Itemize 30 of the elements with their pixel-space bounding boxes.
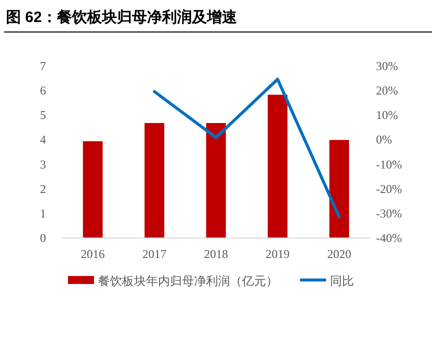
y2-tick-label: 20% <box>376 84 398 98</box>
legend-label: 餐饮板块年内归母净利润（亿元） <box>98 274 278 288</box>
y2-tick-label: -10% <box>376 157 402 172</box>
bar <box>82 141 103 238</box>
chart-title: 图 62：餐饮板块归母净利润及增速 <box>6 8 238 26</box>
y2-tick-label: -30% <box>376 206 402 220</box>
y2-tick-label: 30% <box>376 59 398 73</box>
y-tick-label: 4 <box>40 132 46 147</box>
y-tick-label: 5 <box>40 108 46 122</box>
bar <box>268 94 288 238</box>
y-tick-label: 1 <box>40 206 46 220</box>
y-tick-label: 0 <box>40 231 46 245</box>
y2-tick-label: 0% <box>376 132 392 147</box>
x-tick-label: 2020 <box>327 247 352 261</box>
legend-label: 同比 <box>330 274 354 288</box>
y2-tick-label: 10% <box>376 108 398 122</box>
y-tick-label: 2 <box>40 182 46 196</box>
line-series <box>152 78 341 218</box>
x-tick-label: 2018 <box>204 247 228 261</box>
bar <box>329 140 350 238</box>
x-tick-label: 2016 <box>80 247 105 261</box>
y-tick-label: 7 <box>40 59 46 73</box>
y2-tick-label: -20% <box>376 182 402 196</box>
bar <box>144 123 164 238</box>
bar <box>206 123 226 238</box>
y2-tick-label: -40% <box>376 231 402 245</box>
x-tick-label: 2019 <box>266 247 290 261</box>
y-tick-label: 3 <box>40 157 46 172</box>
x-tick-label: 2017 <box>142 247 166 261</box>
y-tick-label: 6 <box>40 84 46 98</box>
